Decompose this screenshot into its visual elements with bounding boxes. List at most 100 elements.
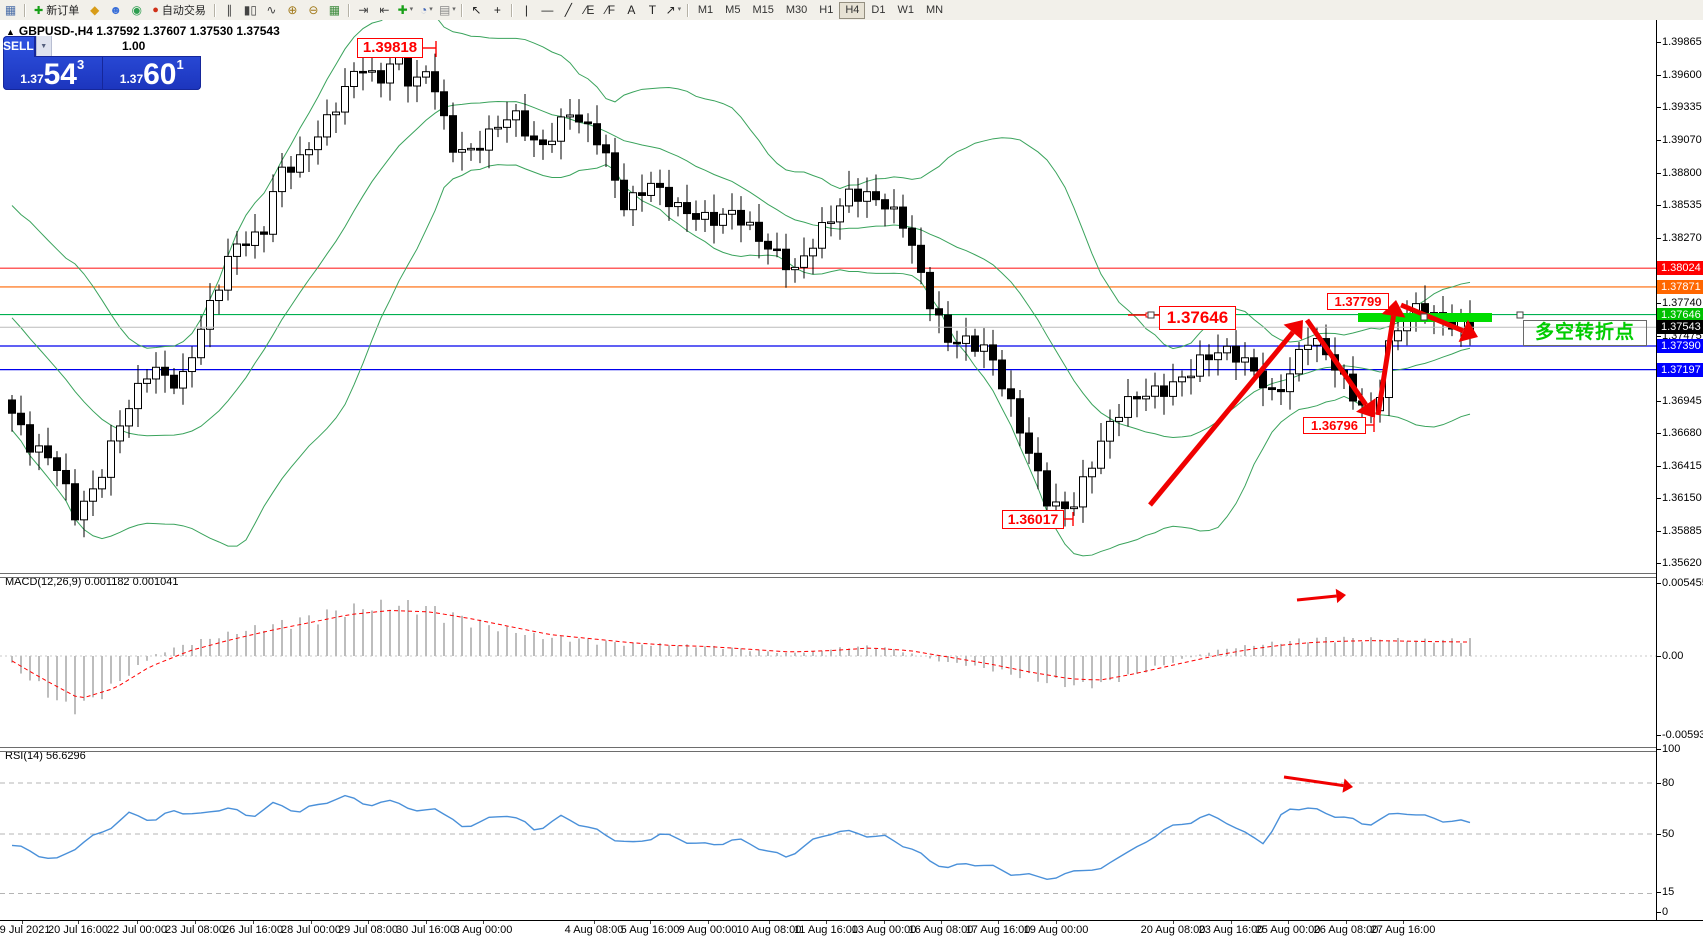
auto-scroll-icon[interactable]: ⇥	[358, 3, 369, 17]
object-selection-handle[interactable]	[1420, 313, 1428, 321]
time-tick-mark	[1346, 921, 1347, 924]
time-tick-mark	[78, 921, 79, 924]
equidistant-channel-icon[interactable]: ⁄E	[584, 3, 595, 17]
rsi-axis-tick: 15	[1662, 886, 1675, 898]
chart-area[interactable]: ▲ GBPUSD-,H4 1.37592 1.37607 1.37530 1.37…	[0, 20, 1703, 937]
time-axis-label: 25 Aug 00:00	[1255, 924, 1321, 936]
trendline-icon[interactable]: ╱	[564, 3, 572, 17]
bar-chart-icon[interactable]: ∥	[226, 3, 233, 17]
line-chart-icon[interactable]: ∿	[266, 3, 277, 17]
axis-tick-mark	[1657, 400, 1661, 402]
time-tick-mark	[769, 921, 770, 924]
timeframe-h1[interactable]: H1	[819, 3, 834, 16]
rsi-axis-tick: 50	[1662, 828, 1675, 840]
toolbar-separator	[510, 3, 513, 17]
rsi-axis-tick: 80	[1662, 777, 1675, 789]
profiles-icon[interactable]: ◆	[90, 3, 100, 17]
trend-arrows[interactable]	[1148, 300, 1478, 793]
buy-price[interactable]: 1.37 60 1	[119, 57, 184, 90]
time-axis-label: 3 Aug 00:00	[453, 924, 513, 936]
axis-tick-mark	[1657, 465, 1661, 467]
sell-button[interactable]: SELL	[3, 36, 35, 57]
chart-symbol-ohlc: ▲ GBPUSD-,H4 1.37592 1.37607 1.37530 1.37…	[6, 24, 280, 38]
market-watch-icon[interactable]: ☻	[109, 3, 123, 17]
fibonacci-icon[interactable]: ⁄F	[605, 3, 616, 17]
vertical-line-icon[interactable]: |	[524, 3, 528, 17]
axis-tick-mark	[1657, 783, 1661, 784]
rsi-axis-tick: 0	[1662, 906, 1669, 918]
timeframe-m15[interactable]: M15	[752, 3, 774, 16]
crosshair-icon[interactable]: +	[493, 3, 501, 17]
tile-windows-icon[interactable]: ▦	[328, 3, 341, 17]
volume-decrease-button[interactable]: ▼	[35, 36, 52, 56]
time-tick-mark	[708, 921, 709, 924]
sell-price[interactable]: 1.37 54 3	[3, 57, 103, 90]
new-order-button[interactable]: ✚ 新订单	[29, 2, 84, 18]
rsi-line	[11, 794, 1471, 881]
time-axis-label: 13 Aug 00:00	[851, 924, 917, 936]
price-axis-tick: 1.39335	[1662, 101, 1702, 114]
time-tick-mark	[884, 921, 885, 924]
axis-tick-mark	[1657, 583, 1661, 584]
object-selection-handle[interactable]	[1147, 311, 1155, 319]
macd-signal-line	[11, 610, 1471, 699]
price-axis-tick: 1.36150	[1662, 492, 1702, 505]
chart-shift-icon[interactable]: ⇤	[379, 3, 390, 17]
timeframe-h4[interactable]: H4	[839, 1, 866, 19]
autotrading-button[interactable]: ● 自动交易	[147, 2, 211, 18]
autotrading-button-icon: ●	[152, 4, 159, 16]
timeframe-m30[interactable]: M30	[785, 3, 808, 16]
macd-axis-tick: 0.00	[1662, 650, 1684, 662]
zoom-out-icon[interactable]: ⊖	[308, 3, 319, 17]
macd-indicator-label: MACD(12,26,9) 0.001182 0.001041	[5, 576, 179, 588]
arrows-icon[interactable]: ↗	[663, 1, 684, 19]
macd-panel-separator[interactable]	[0, 573, 1703, 578]
timeframe-d1[interactable]: D1	[871, 3, 886, 16]
horizontal-level-lines[interactable]	[0, 267, 1656, 371]
time-tick-mark	[137, 921, 138, 924]
axis-tick-mark	[1657, 303, 1661, 305]
cursor-icon[interactable]: ↖	[471, 3, 482, 17]
time-axis-label: 26 Jul 16:00	[223, 924, 283, 936]
text-label-icon[interactable]: T	[648, 3, 657, 17]
candlestick-chart-icon[interactable]: ▮▯	[243, 3, 257, 17]
axis-tick-mark	[1657, 656, 1661, 657]
object-selection-handle[interactable]	[1516, 311, 1524, 319]
time-tick-mark	[1231, 921, 1232, 924]
time-axis-label: 28 Jul 00:00	[281, 924, 341, 936]
price-axis-badge: 1.37543	[1657, 320, 1703, 335]
time-tick-mark	[941, 921, 942, 924]
time-axis-label: 27 Aug 16:00	[1370, 924, 1436, 936]
periods-icon[interactable]: ◔	[416, 1, 437, 19]
time-axis-label: 11 Aug 16:00	[793, 924, 859, 936]
time-axis-label: 29 Jul 08:00	[338, 924, 398, 936]
toolbar-separator	[347, 3, 350, 17]
timeframe-m1[interactable]: M1	[697, 3, 714, 16]
time-axis-label: 20 Aug 08:00	[1140, 924, 1206, 936]
turning-point-note[interactable]: 多空转折点	[1523, 320, 1647, 346]
signals-icon[interactable]: ◉	[131, 3, 142, 17]
templates-icon[interactable]: ▤	[437, 1, 458, 19]
timeframe-m5[interactable]: M5	[725, 3, 741, 16]
time-axis-label: 10 Aug 08:00	[736, 924, 802, 936]
axis-tick-mark	[1657, 749, 1661, 750]
price-axis-tick: 1.38270	[1662, 232, 1702, 244]
time-tick-mark	[826, 921, 827, 924]
timeframe-w1[interactable]: W1	[897, 3, 914, 16]
toolbar-separator	[24, 3, 26, 17]
price-axis[interactable]: 1.39865 1.39600 1.39335 1.39070 1.38800 1.385…	[1656, 20, 1703, 920]
timeframe-mn[interactable]: MN	[925, 3, 944, 16]
zoom-in-icon[interactable]: ⊕	[287, 3, 298, 17]
chart-window-icon[interactable]: ▦	[4, 3, 17, 17]
axis-tick-mark	[1657, 498, 1661, 500]
volume-input[interactable]	[51, 36, 201, 56]
time-axis-label: 20 Jul 16:00	[48, 924, 108, 936]
axis-tick-mark	[1657, 107, 1661, 109]
horizontal-line-icon[interactable]: —	[541, 3, 554, 17]
indicators-icon[interactable]: ✚	[395, 1, 416, 19]
price-axis-badge: 1.37646	[1657, 307, 1703, 322]
price-chart-canvas[interactable]	[0, 20, 1656, 920]
text-icon[interactable]: A	[627, 3, 636, 17]
rsi-panel-separator[interactable]	[0, 747, 1703, 752]
